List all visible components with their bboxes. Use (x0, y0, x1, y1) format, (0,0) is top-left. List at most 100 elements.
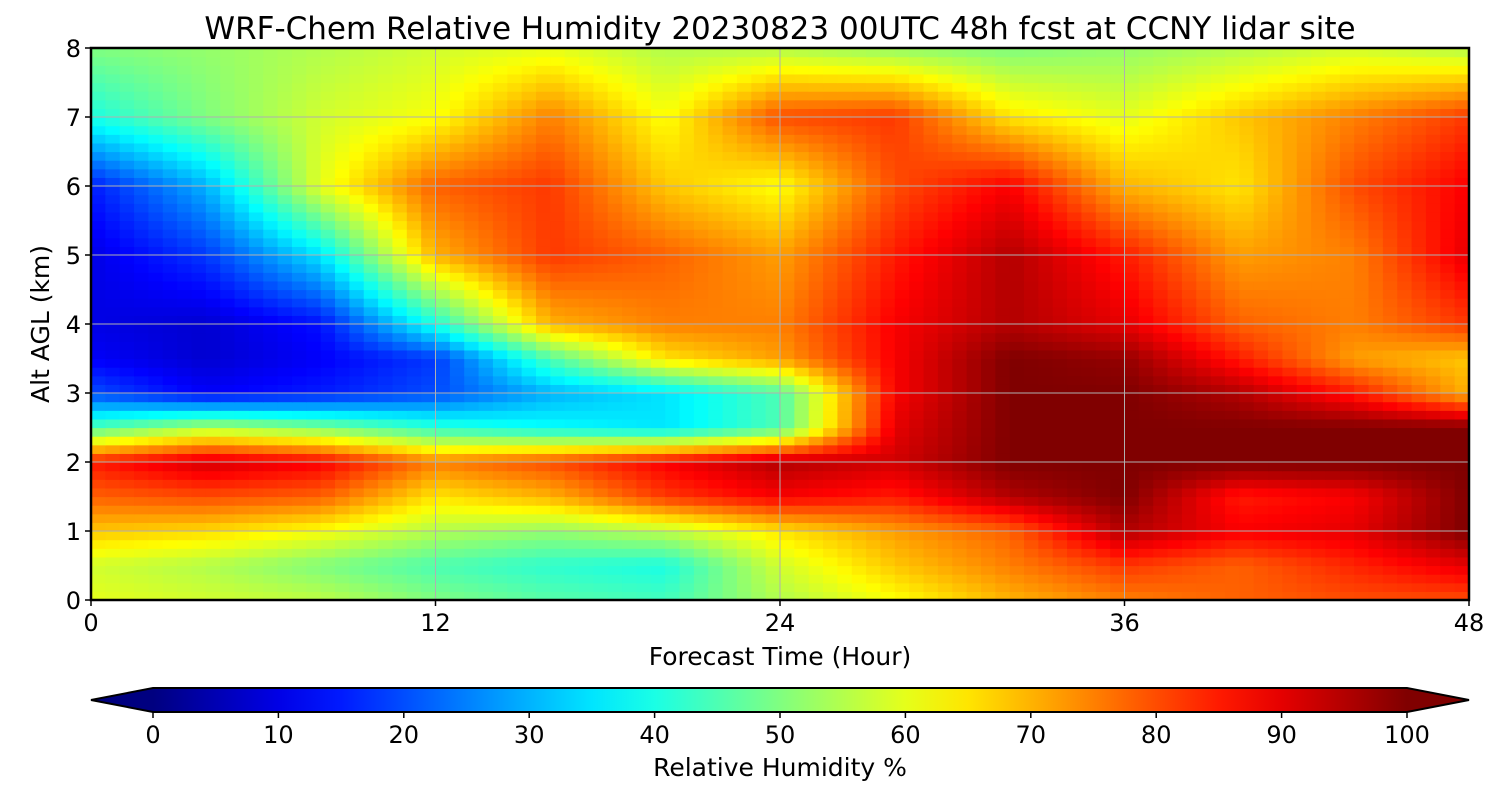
heat-cell (622, 427, 638, 437)
heat-cell (535, 280, 551, 291)
heat-cell (1325, 513, 1341, 523)
heat-cell (808, 229, 824, 239)
heat-cell (1224, 401, 1240, 411)
heat-cell (1095, 418, 1111, 429)
heat-cell (650, 548, 666, 558)
heat-cell (1024, 280, 1039, 291)
heat-cell (478, 418, 494, 429)
heat-cell (205, 531, 221, 541)
heat-cell (579, 418, 594, 429)
heat-cell (1153, 418, 1169, 429)
heat-cell (220, 255, 236, 265)
heat-cell (1311, 496, 1327, 506)
heat-cell (1296, 324, 1312, 334)
heat-cell (406, 548, 422, 558)
heat-cell (1382, 160, 1398, 170)
heat-cell (406, 418, 422, 429)
heat-cell (1196, 246, 1212, 256)
heat-cell (665, 324, 681, 334)
heat-cell (693, 410, 709, 420)
heat-cell (579, 582, 594, 592)
heat-cell (162, 505, 178, 515)
heat-cell (1397, 436, 1413, 446)
heat-cell (980, 393, 996, 403)
heat-cell (980, 263, 996, 273)
heat-cell (435, 332, 451, 342)
heat-cell (378, 349, 394, 360)
heat-cell (966, 324, 982, 334)
heat-cell (1354, 237, 1370, 247)
heat-cell (564, 194, 580, 204)
heat-cell (363, 513, 379, 523)
heat-cell (205, 289, 221, 299)
heat-cell (435, 401, 451, 411)
heat-cell (650, 168, 666, 178)
heat-cell (1354, 203, 1370, 213)
heat-cell (220, 375, 236, 385)
heat-cell (363, 237, 379, 247)
heat-cell (1067, 324, 1083, 334)
heat-cell (1181, 548, 1197, 558)
heat-cell (291, 401, 307, 411)
heat-cell (736, 548, 752, 558)
heat-cell (1440, 375, 1456, 385)
heat-cell (909, 160, 925, 170)
heat-cell (650, 211, 666, 222)
heat-cell (837, 341, 853, 351)
heat-cell (492, 453, 508, 463)
heat-cell (1368, 220, 1384, 230)
heat-cell (1067, 272, 1083, 282)
heat-cell (148, 427, 164, 437)
heat-cell (1024, 470, 1039, 480)
heat-cell (579, 349, 594, 360)
heat-cell (1325, 255, 1341, 265)
heat-cell (1210, 194, 1226, 204)
heat-cell (1325, 487, 1341, 498)
heat-cell (780, 427, 795, 437)
heat-cell (880, 151, 896, 161)
heat-cell (1138, 513, 1154, 523)
heat-cell (1067, 211, 1083, 222)
heat-cell (794, 401, 810, 411)
heat-cell (320, 211, 336, 222)
heat-cell (665, 246, 681, 256)
heat-cell (1311, 436, 1327, 446)
heat-cell (1138, 263, 1154, 273)
heat-cell (952, 556, 968, 567)
heat-cell (1210, 444, 1226, 454)
heat-cell (751, 565, 767, 575)
heat-cell (435, 384, 451, 394)
heat-cell (148, 341, 164, 351)
heat-cell (1382, 496, 1398, 506)
heat-cell (1210, 332, 1226, 342)
heat-cell (91, 315, 106, 325)
heat-cell (1167, 255, 1183, 265)
heat-cell (1181, 393, 1197, 403)
heat-cell (995, 591, 1011, 600)
heat-cell (880, 479, 896, 489)
heat-cell (636, 418, 652, 429)
heat-cell (765, 427, 781, 437)
heat-cell (1282, 237, 1298, 247)
heat-cell (277, 160, 293, 170)
heat-cell (205, 177, 221, 187)
heat-cell (1181, 160, 1197, 170)
heat-cell (1268, 591, 1283, 600)
heat-cell (1311, 255, 1327, 265)
heat-cell (1411, 341, 1427, 351)
heat-cell (722, 367, 738, 377)
heat-cell (378, 574, 394, 584)
heat-cell (1153, 194, 1169, 204)
heat-cell (966, 513, 982, 523)
heat-cell (1081, 453, 1097, 463)
heat-cell (1181, 168, 1197, 178)
heat-cell (421, 203, 437, 213)
heat-cell (492, 237, 508, 247)
heat-cell (1382, 574, 1398, 584)
heat-cell (1038, 324, 1054, 334)
heat-cell (1052, 194, 1068, 204)
heat-cell (923, 203, 939, 213)
heat-cell (851, 453, 867, 463)
heat-cell (1153, 298, 1169, 308)
heat-cell (765, 513, 781, 523)
